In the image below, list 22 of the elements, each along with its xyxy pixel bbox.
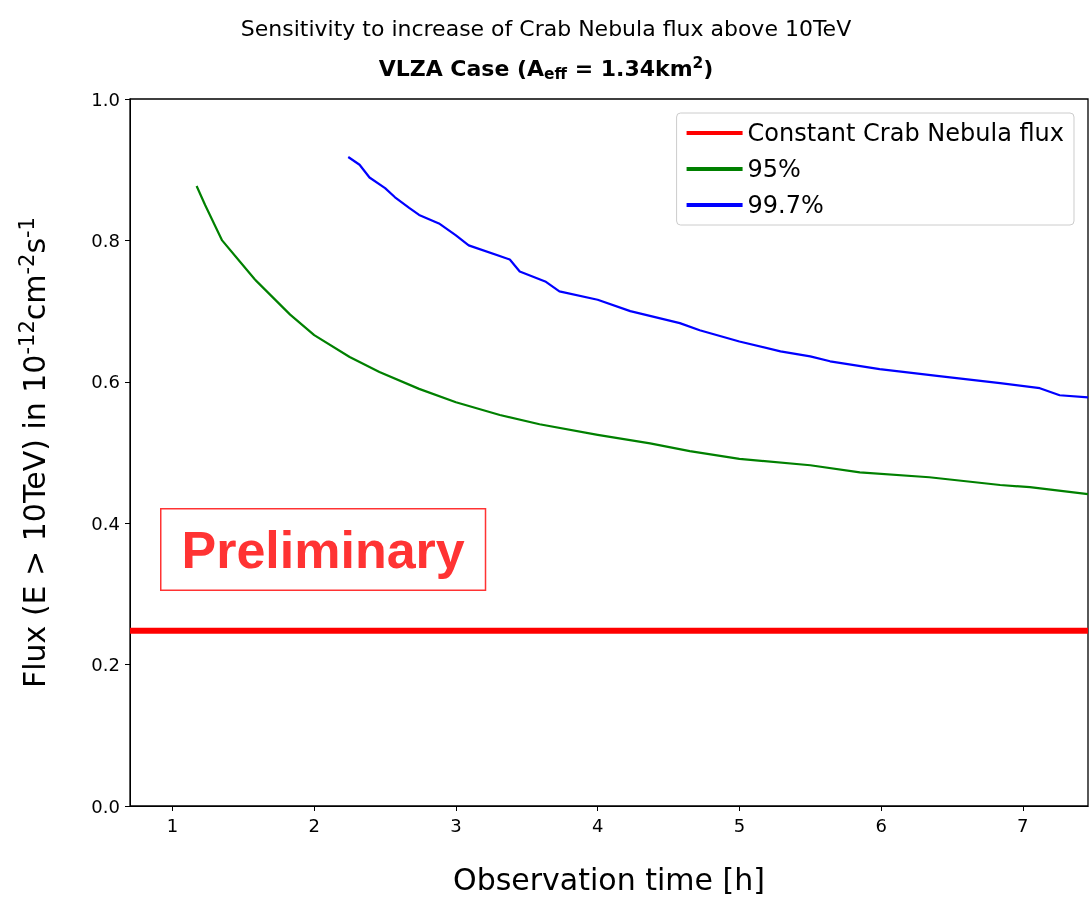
line-series bbox=[347, 155, 1090, 399]
x-tick-label: 3 bbox=[450, 814, 462, 836]
x-tick-label: 2 bbox=[308, 814, 320, 836]
legend-label: 95% bbox=[747, 155, 801, 183]
annotation: Preliminary bbox=[181, 520, 465, 579]
x-tick-label: 5 bbox=[733, 814, 746, 836]
legend-label: 99.7% bbox=[747, 191, 824, 219]
y-tick-label: 0.0 bbox=[91, 795, 120, 817]
legend-label: Constant Crab Nebula flux bbox=[747, 119, 1064, 147]
y-tick-label: 0.2 bbox=[91, 654, 120, 676]
y-tick-label: 0.8 bbox=[91, 229, 120, 251]
x-tick-label: 7 bbox=[1017, 814, 1029, 836]
x-tick-label: 1 bbox=[166, 814, 179, 836]
x-tick-label: 6 bbox=[875, 814, 887, 836]
x-tick-label: 4 bbox=[591, 814, 604, 836]
y-tick-label: 0.6 bbox=[91, 371, 120, 393]
x-axis-title: Observation time [h] bbox=[453, 861, 765, 897]
line-series bbox=[195, 184, 1090, 496]
chart-title: Sensitivity to increase of Crab Nebula flux above 10TeV bbox=[240, 15, 852, 41]
y-tick-label: 0.4 bbox=[91, 512, 120, 534]
y-axis-title: Flux (E > 10TeV) in 10-12cm-2s-1 bbox=[14, 217, 52, 688]
y-tick-label: 1.0 bbox=[91, 88, 120, 110]
